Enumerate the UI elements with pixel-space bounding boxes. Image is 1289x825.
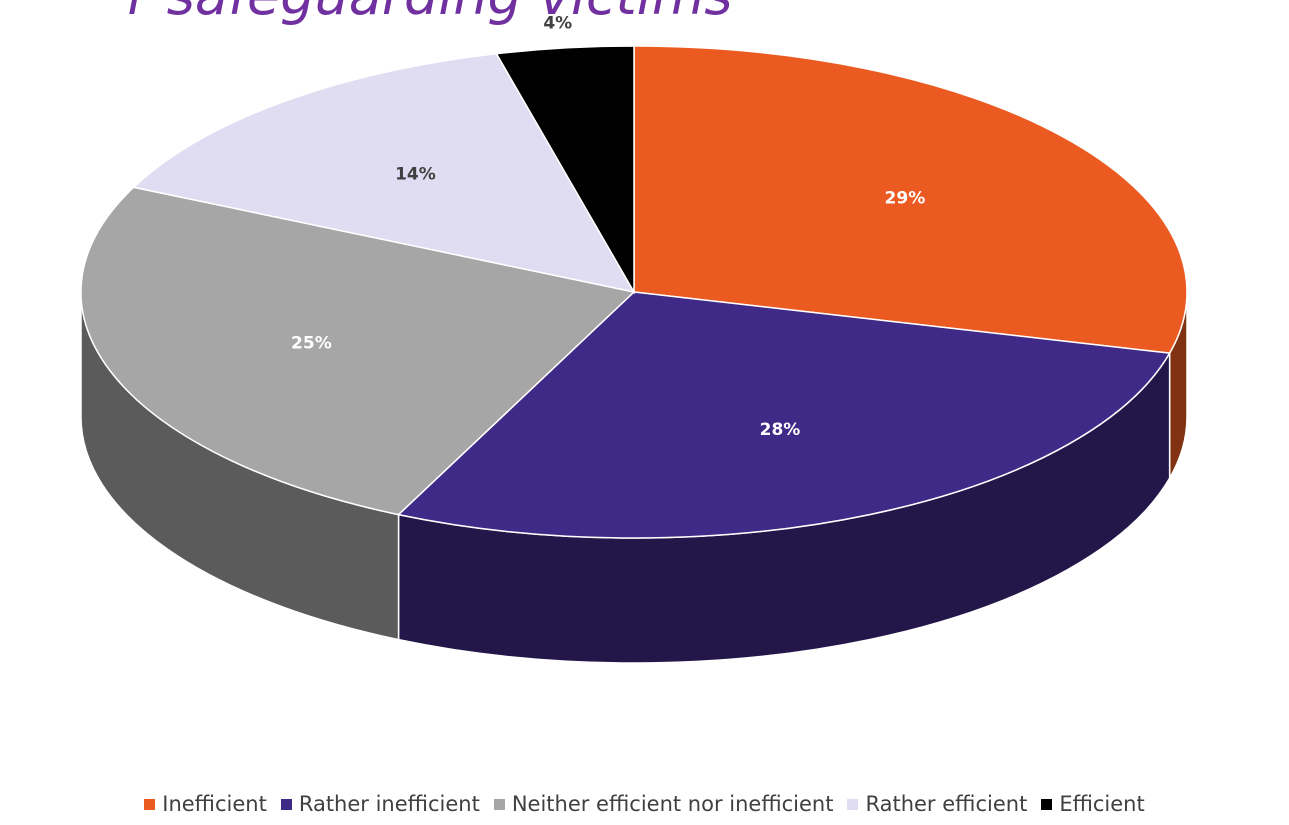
legend-label: Neither efficient nor inefficient <box>511 792 834 816</box>
pie-slice <box>132 52 636 294</box>
legend-label: Inefficient <box>162 792 267 816</box>
legend-label: Rather efficient <box>865 792 1028 816</box>
pie-slice <box>495 45 635 295</box>
legend-swatch <box>1041 798 1053 810</box>
legend-swatch <box>493 798 505 810</box>
legend-label: Rather inefficient <box>298 792 480 816</box>
pie-slice <box>633 45 1188 354</box>
legend-swatch <box>847 798 859 810</box>
chart: r safeguarding victims 29% 28% 25% 14% 4% <box>80 0 1188 664</box>
legend-label: Efficient <box>1059 792 1145 816</box>
data-label: 29% <box>885 189 926 209</box>
legend-item: Inefficient <box>144 792 267 816</box>
pie-slice <box>396 291 1171 539</box>
legend-item: Neither efficient nor inefficient <box>493 792 834 816</box>
legend: Inefficient Rather inefficient Neither eff… <box>0 792 1289 816</box>
data-label: 14% <box>395 164 436 184</box>
legend-item: Efficient <box>1041 792 1145 816</box>
legend-item: Rather efficient <box>847 792 1027 816</box>
data-label: 25% <box>291 334 332 354</box>
pie-slice <box>80 186 636 516</box>
legend-item: Rather inefficient <box>280 792 480 816</box>
data-label: 28% <box>760 420 801 440</box>
chart-title: r safeguarding victims <box>127 0 732 27</box>
data-label: 4% <box>543 14 572 34</box>
legend-swatch <box>144 798 156 810</box>
legend-swatch <box>280 798 292 810</box>
